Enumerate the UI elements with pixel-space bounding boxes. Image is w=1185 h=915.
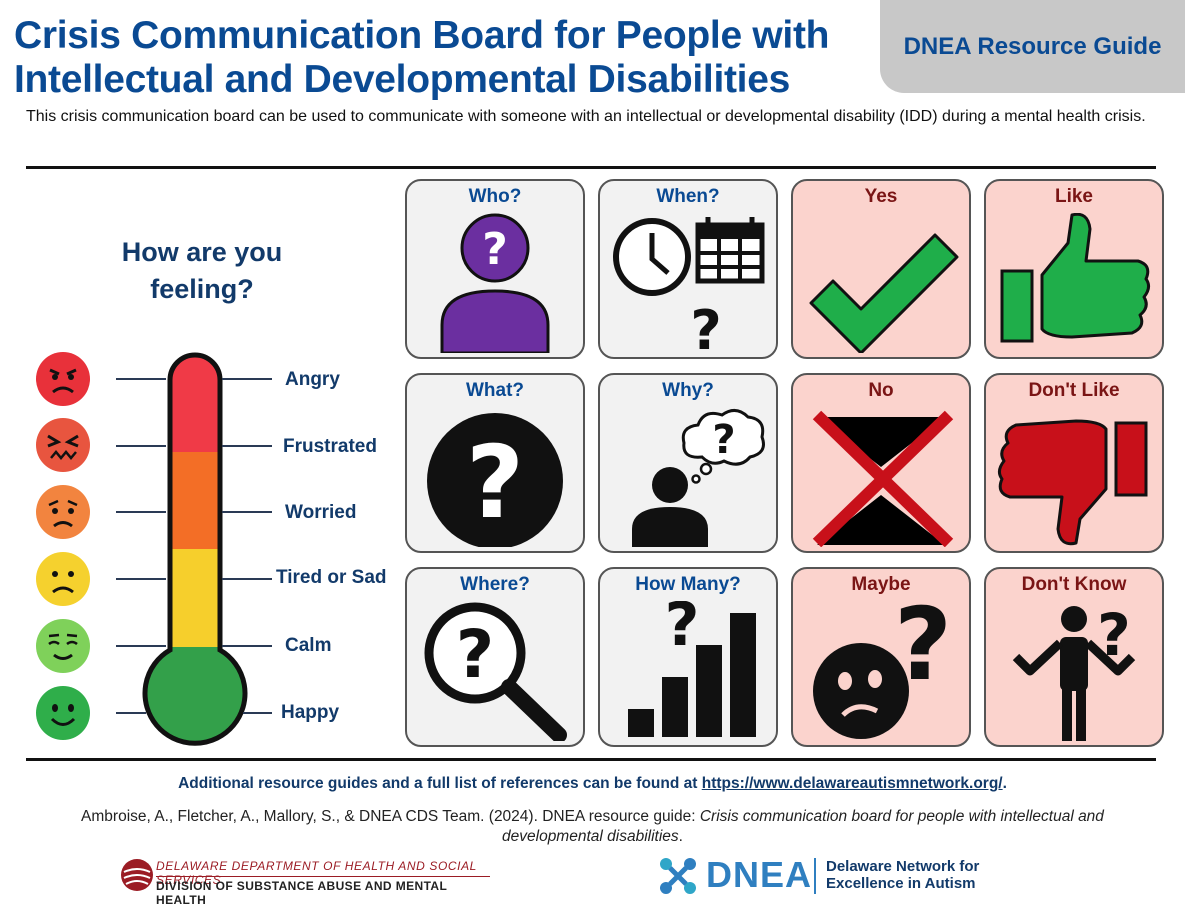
svg-text:?: ?: [690, 299, 721, 353]
tick-right-frustrated: [222, 445, 272, 447]
tick-right-tired: [222, 578, 272, 580]
x-mark-icon: [812, 410, 954, 547]
dhss-logo: DELAWARE DEPARTMENT OF HEALTH AND SOCIAL…: [120, 856, 490, 907]
card-who[interactable]: Who? ?: [405, 179, 585, 359]
card-label: Yes: [864, 186, 898, 207]
thermometer: [142, 352, 248, 746]
svg-text:?: ?: [712, 417, 735, 463]
shrug-person-icon: ?: [1012, 601, 1136, 741]
resources-link[interactable]: https://www.delawareautismnetwork.org/: [701, 775, 1003, 792]
card-why[interactable]: Why? ?: [598, 373, 778, 553]
card-when[interactable]: When? ?: [598, 179, 778, 359]
badge-label: DNEA Resource Guide: [903, 32, 1162, 60]
confused-face-icon: ?: [813, 601, 952, 739]
bottom-divider: [26, 758, 1156, 761]
card-label: Don't Know: [1021, 574, 1127, 595]
card-dont-know[interactable]: Don't Know ?: [984, 567, 1164, 747]
resources-text: Additional resource guides and a full li…: [178, 775, 698, 792]
dhss-seal-icon: [121, 859, 153, 891]
dnea-full-name: Delaware Network for Excellence in Autis…: [826, 858, 979, 892]
resources-end: .: [1002, 775, 1007, 792]
dnea-logo: DNEA Delaware Network for Excellence in …: [656, 852, 996, 898]
tick-left-worried: [116, 511, 166, 513]
thumbs-down-icon: [997, 419, 1148, 546]
dnea-puzzle-icon: [660, 858, 696, 894]
svg-text:?: ?: [466, 424, 524, 541]
card-label: Like: [1054, 186, 1094, 207]
citation-plain: Ambroise, A., Fletcher, A., Mallory, S.,…: [81, 808, 700, 825]
feeling-question: How are you feeling?: [121, 237, 283, 304]
sad-emoji-icon: [36, 552, 90, 606]
resources-note: Additional resource guides and a full li…: [0, 775, 1185, 793]
clock-calendar-icon: ?: [613, 217, 765, 353]
card-label: Maybe: [851, 574, 911, 595]
card-label: When?: [656, 186, 720, 207]
tick-right-happy: [243, 712, 272, 714]
page-title: Crisis Communication Board for People wi…: [14, 14, 830, 101]
person-question-icon: ?: [440, 213, 550, 353]
thermo-red: [144, 355, 245, 452]
citation-italic: Crisis communication board for people wi…: [502, 808, 1104, 845]
card-where[interactable]: Where? ?: [405, 567, 585, 747]
tick-left-happy: [116, 712, 146, 714]
card-dont-like[interactable]: Don't Like: [984, 373, 1164, 553]
svg-text:?: ?: [482, 224, 508, 275]
dnea-wordmark: DNEA: [706, 854, 813, 895]
dnea-line1: Delaware Network for: [826, 858, 980, 875]
bar-chart-question-icon: ?: [628, 601, 756, 737]
citation: Ambroise, A., Fletcher, A., Mallory, S.,…: [40, 807, 1145, 847]
tick-left-angry: [116, 378, 166, 380]
card-label: How Many?: [635, 574, 741, 595]
svg-text:?: ?: [456, 616, 494, 693]
card-what[interactable]: What? ?: [405, 373, 585, 553]
feeling-label-worried: Worried: [285, 502, 357, 523]
thumbs-up-icon: [1000, 213, 1151, 343]
magnifier-question-icon: ?: [424, 602, 567, 741]
card-label: Who?: [468, 186, 522, 207]
intro-text: This crisis communication board can be u…: [26, 108, 1146, 125]
frustrated-emoji-icon: [36, 418, 90, 472]
card-label: What?: [465, 380, 525, 401]
feeling-label-calm: Calm: [285, 635, 332, 656]
feeling-label-angry: Angry: [285, 369, 340, 390]
dnea-line2: Excellence in Autism: [826, 875, 976, 892]
top-divider: [26, 166, 1156, 169]
card-how-many[interactable]: How Many? ?: [598, 567, 778, 747]
svg-text:?: ?: [665, 601, 700, 660]
card-label: Don't Like: [1028, 380, 1120, 401]
card-maybe[interactable]: Maybe ?: [791, 567, 971, 747]
tick-left-frustrated: [116, 445, 166, 447]
tick-left-tired: [116, 578, 166, 580]
feeling-label-happy: Happy: [281, 702, 340, 723]
happy-emoji-icon: [36, 686, 90, 740]
feeling-label-tired: Tired or Sad: [276, 567, 387, 588]
citation-end: .: [678, 828, 683, 845]
thermo-orange: [144, 452, 245, 549]
tick-left-calm: [116, 645, 166, 647]
tick-right-worried: [222, 511, 272, 513]
question-circle-icon: ?: [427, 413, 563, 547]
thermo-yellow: [144, 549, 245, 647]
thinking-person-icon: ?: [632, 409, 765, 547]
card-like[interactable]: Like: [984, 179, 1164, 359]
card-yes[interactable]: Yes: [791, 179, 971, 359]
angry-emoji-icon: [36, 352, 90, 406]
calm-emoji-icon: [36, 619, 90, 673]
checkmark-icon: [809, 233, 959, 353]
tick-right-calm: [222, 645, 272, 647]
worried-emoji-icon: [36, 485, 90, 539]
card-label: Where?: [460, 574, 530, 595]
card-label: No: [868, 380, 894, 401]
resource-guide-badge: DNEA Resource Guide: [880, 0, 1185, 93]
tick-right-angry: [222, 378, 272, 380]
dhss-line2: DIVISION OF SUBSTANCE ABUSE AND MENTAL H…: [156, 876, 490, 907]
dnea-separator: [814, 858, 816, 894]
card-no[interactable]: No: [791, 373, 971, 553]
card-label: Why?: [662, 380, 714, 401]
feeling-label-frustrated: Frustrated: [283, 436, 377, 457]
